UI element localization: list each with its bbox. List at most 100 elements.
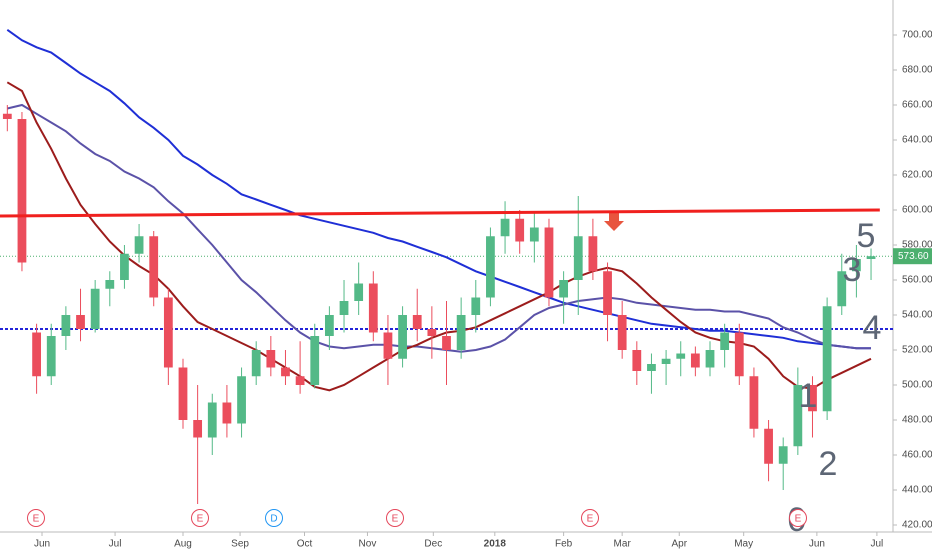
y-tick-label: 700.00 xyxy=(902,30,932,41)
x-tick-label: Aug xyxy=(174,539,192,550)
candle-body xyxy=(2,113,12,119)
candle-body xyxy=(720,332,730,350)
candle-body xyxy=(500,218,510,237)
event-marker xyxy=(789,509,807,527)
event-marker xyxy=(27,509,45,527)
candle-body xyxy=(749,376,759,429)
candle-body xyxy=(647,364,656,371)
candle-body xyxy=(193,420,203,438)
candle-body xyxy=(573,236,583,280)
x-tick-label: Jul xyxy=(870,539,883,550)
candle-body xyxy=(529,227,539,242)
candle-body xyxy=(295,376,305,385)
y-tick-label: 460.00 xyxy=(902,450,932,461)
y-tick-label: 480.00 xyxy=(902,415,932,426)
candle-body xyxy=(661,358,671,364)
candle-body xyxy=(163,297,173,368)
candle-body xyxy=(456,315,466,350)
candle-body xyxy=(90,288,100,329)
candle-body xyxy=(412,315,422,329)
candle-body xyxy=(222,402,232,424)
candle-body xyxy=(354,283,364,301)
event-marker xyxy=(581,509,599,527)
x-tick-label: Dec xyxy=(424,539,442,550)
moving-average xyxy=(6,28,871,350)
candle-body xyxy=(368,283,378,333)
moving-average xyxy=(7,103,871,353)
candle-body xyxy=(398,315,407,359)
candle-body xyxy=(251,350,261,377)
candle-body xyxy=(734,332,744,377)
candle-body xyxy=(237,376,246,424)
candle-body xyxy=(134,236,144,254)
event-label: E xyxy=(795,514,802,525)
y-tick-label: 560.00 xyxy=(902,275,932,286)
candle-body xyxy=(690,353,700,368)
y-tick-label: 680.00 xyxy=(902,65,932,76)
down-arrow xyxy=(604,213,624,231)
y-tick-label: 440.00 xyxy=(902,485,932,496)
candle-body xyxy=(61,315,71,336)
candle-body xyxy=(339,301,349,315)
event-marker xyxy=(386,509,404,527)
candle-body xyxy=(310,336,320,385)
candle-body xyxy=(383,332,393,359)
event-label: D xyxy=(270,514,277,525)
last-price-label: 573.60 xyxy=(898,251,929,262)
wave-label: 5 xyxy=(857,217,876,255)
x-tick-label: 2018 xyxy=(484,539,507,550)
x-tick-label: Nov xyxy=(359,539,377,550)
candle-body xyxy=(544,227,554,298)
last-price-tag xyxy=(893,248,932,265)
candle-body xyxy=(281,367,290,377)
candle-body xyxy=(32,332,41,377)
candle-body xyxy=(822,306,832,412)
y-tick-label: 640.00 xyxy=(902,135,932,146)
candle-body xyxy=(105,280,115,289)
candle-body xyxy=(17,119,27,263)
x-tick-label: Jul xyxy=(109,539,122,550)
y-tick-label: 500.00 xyxy=(902,380,932,391)
candle-body xyxy=(866,256,876,259)
x-tick-label: Sep xyxy=(231,539,249,550)
candle-body xyxy=(603,271,612,315)
y-tick-label: 660.00 xyxy=(902,100,932,111)
y-tick-label: 620.00 xyxy=(902,170,932,181)
event-label: E xyxy=(392,514,399,525)
candle-body xyxy=(46,336,56,377)
candle-body xyxy=(852,259,861,272)
candle-body xyxy=(588,236,598,272)
wave-label: 2 xyxy=(819,445,838,483)
x-tick-label: May xyxy=(734,539,753,550)
wave-label: 3 xyxy=(843,251,862,289)
candle-body xyxy=(178,367,188,420)
resistance-line xyxy=(0,208,880,218)
candle-body xyxy=(266,350,276,368)
x-tick-label: Oct xyxy=(297,539,313,550)
candle-body xyxy=(778,446,788,464)
x-tick-label: Jun xyxy=(809,539,825,550)
y-tick-label: 580.00 xyxy=(902,240,932,251)
candle-body xyxy=(515,218,525,242)
candle-body xyxy=(837,271,847,307)
x-tick-label: Mar xyxy=(614,539,632,550)
candle-body xyxy=(559,280,569,298)
wave-label: 4 xyxy=(863,309,882,347)
event-label: E xyxy=(33,514,40,525)
event-marker xyxy=(265,509,283,527)
candle-body xyxy=(324,315,334,336)
x-tick-label: Jun xyxy=(34,539,50,550)
x-tick-label: Apr xyxy=(671,539,687,550)
candle-body xyxy=(120,253,129,280)
candle-body xyxy=(486,236,495,298)
y-tick-label: 520.00 xyxy=(902,345,932,356)
candle-body xyxy=(149,236,159,298)
candle-body xyxy=(442,336,451,350)
y-tick-label: 600.00 xyxy=(902,205,932,216)
candle-body xyxy=(427,329,437,336)
y-tick-label: 540.00 xyxy=(902,310,932,321)
event-label: E xyxy=(587,514,594,525)
candle-body xyxy=(632,350,642,371)
